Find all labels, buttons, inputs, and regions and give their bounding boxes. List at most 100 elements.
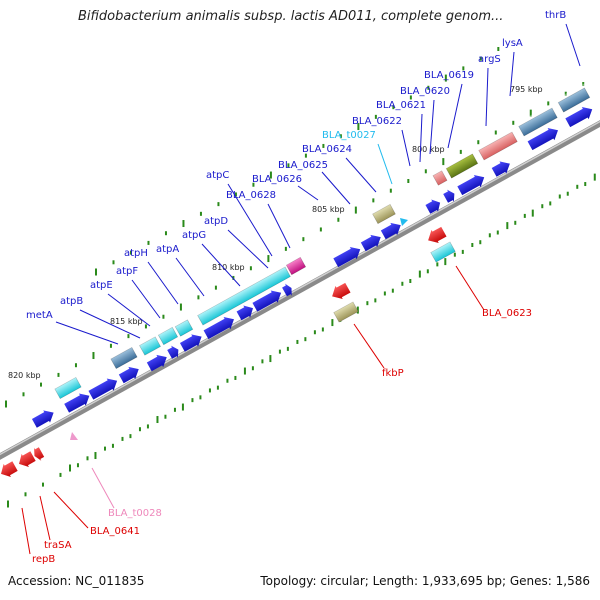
callout-line [227, 229, 269, 269]
cds-feature [203, 316, 234, 340]
gene-block-steelblue [518, 102, 558, 137]
gene-label-atpa: atpA [156, 244, 179, 255]
cds-feature [179, 334, 202, 352]
cds-feature [527, 127, 558, 151]
cds-feature [88, 378, 118, 400]
cds-feature [236, 305, 253, 321]
cds-feature [491, 161, 510, 177]
rna-feature [428, 226, 447, 244]
gene-block-green [445, 148, 479, 179]
callout-line [353, 323, 385, 369]
gene-label-thrb: thrB [545, 10, 566, 21]
callout-line [267, 203, 291, 249]
cds-feature [565, 106, 593, 128]
gene-block-pink [478, 126, 518, 161]
callout-line [455, 265, 485, 311]
gene-block-khaki [372, 198, 396, 225]
trna-feature [400, 218, 408, 226]
gene-block-pink [432, 165, 448, 186]
gene-label-bla_0626: BLA_0626 [252, 174, 302, 185]
callout-line [419, 113, 423, 163]
callout-line [55, 321, 119, 345]
callout-line [345, 157, 377, 193]
cds-feature [64, 393, 90, 413]
callout-line [227, 183, 273, 257]
scale-label: 820 kbp [8, 371, 41, 380]
gene-label-atpe: atpE [90, 280, 113, 291]
callout-line [39, 495, 51, 541]
gene-block-magenta [285, 251, 307, 276]
gene-label-bla_t0028: BLA_t0028 [108, 508, 162, 519]
callout-line [53, 491, 89, 529]
topology-text: Topology: circular; Length: 1,933,695 bp… [260, 574, 590, 588]
gene-label-bla_0621: BLA_0621 [376, 100, 426, 111]
callout-line [377, 143, 393, 185]
callout-line [147, 261, 179, 305]
gene-label-bla_0622: BLA_0622 [352, 116, 402, 127]
trna-feature [70, 432, 78, 440]
gene-label-bla_0641: BLA_0641 [90, 526, 140, 537]
gene-block-steelblue [557, 82, 591, 113]
cds-feature [252, 290, 282, 312]
scale-label: 815 kbp [110, 317, 143, 326]
rna-feature [19, 451, 36, 467]
scale-ticks: 795 kbp 800 kbp 805 kbp 810 kbp 815 kbp 820 k… [5, 46, 596, 508]
gene-block-steelblue [110, 341, 138, 370]
gene-label-atpg: atpG [182, 230, 206, 241]
scale-label: 810 kbp [212, 263, 245, 272]
cds-feature [360, 234, 381, 252]
cds-feature [282, 283, 292, 297]
gene-block-cyan [174, 314, 194, 337]
scale-label: 805 kbp [312, 205, 345, 214]
gene-label-bla_t0027: BLA_t0027 [322, 130, 376, 141]
callout-line [485, 67, 489, 127]
gene-label-repb: repB [32, 554, 55, 565]
callout-line [91, 467, 115, 509]
cds-feature [31, 410, 54, 428]
gene-label-atpf: atpF [116, 266, 138, 277]
gene-label-bla_0625: BLA_0625 [278, 160, 328, 171]
gene-label-atpb: atpB [60, 296, 83, 307]
gene-block-cyan [54, 371, 82, 400]
callout-line [21, 507, 31, 555]
gene-block-khaki [333, 296, 359, 323]
gene-label-bla_0619: BLA_0619 [424, 70, 474, 81]
callout-line [565, 23, 581, 67]
callout-line [107, 293, 151, 327]
gene-label-args: argS [478, 54, 501, 65]
backbone [0, 120, 600, 460]
gene-block-cyan [197, 261, 291, 326]
scale-label: 795 kbp [510, 85, 543, 94]
gene-label-atpd: atpD [204, 216, 228, 227]
gene-block-cyan [430, 236, 456, 263]
feature-tracks [1, 82, 593, 477]
callout-line [401, 129, 411, 167]
rna-feature [1, 461, 18, 477]
rna-feature [332, 282, 351, 300]
gene-label-lysa: lysA [502, 38, 523, 49]
callout-line [509, 51, 515, 97]
cds-feature [380, 222, 401, 240]
map-title: Bifidobacterium animalis subsp. lactis A… [78, 9, 504, 24]
callout-line [447, 83, 463, 149]
rna-feature [34, 447, 45, 461]
gene-block-cyan [139, 331, 161, 356]
gene-label-bla_0623: BLA_0623 [482, 308, 532, 319]
callout-line [201, 243, 241, 287]
cds-feature [146, 354, 167, 372]
gene-label-bla_0620: BLA_0620 [400, 86, 450, 97]
callout-line [175, 257, 205, 297]
gene-label-bla_0624: BLA_0624 [302, 144, 352, 155]
callout-line [429, 99, 435, 155]
callout-line [321, 171, 351, 205]
cds-feature [425, 199, 441, 214]
cds-feature [443, 189, 455, 203]
gene-label-fkbp: fkbP [382, 368, 404, 379]
gene-label-trasa: traSA [44, 540, 72, 551]
gene-block-cyan [157, 321, 179, 346]
cds-feature [167, 345, 179, 359]
callout-line [131, 279, 161, 319]
